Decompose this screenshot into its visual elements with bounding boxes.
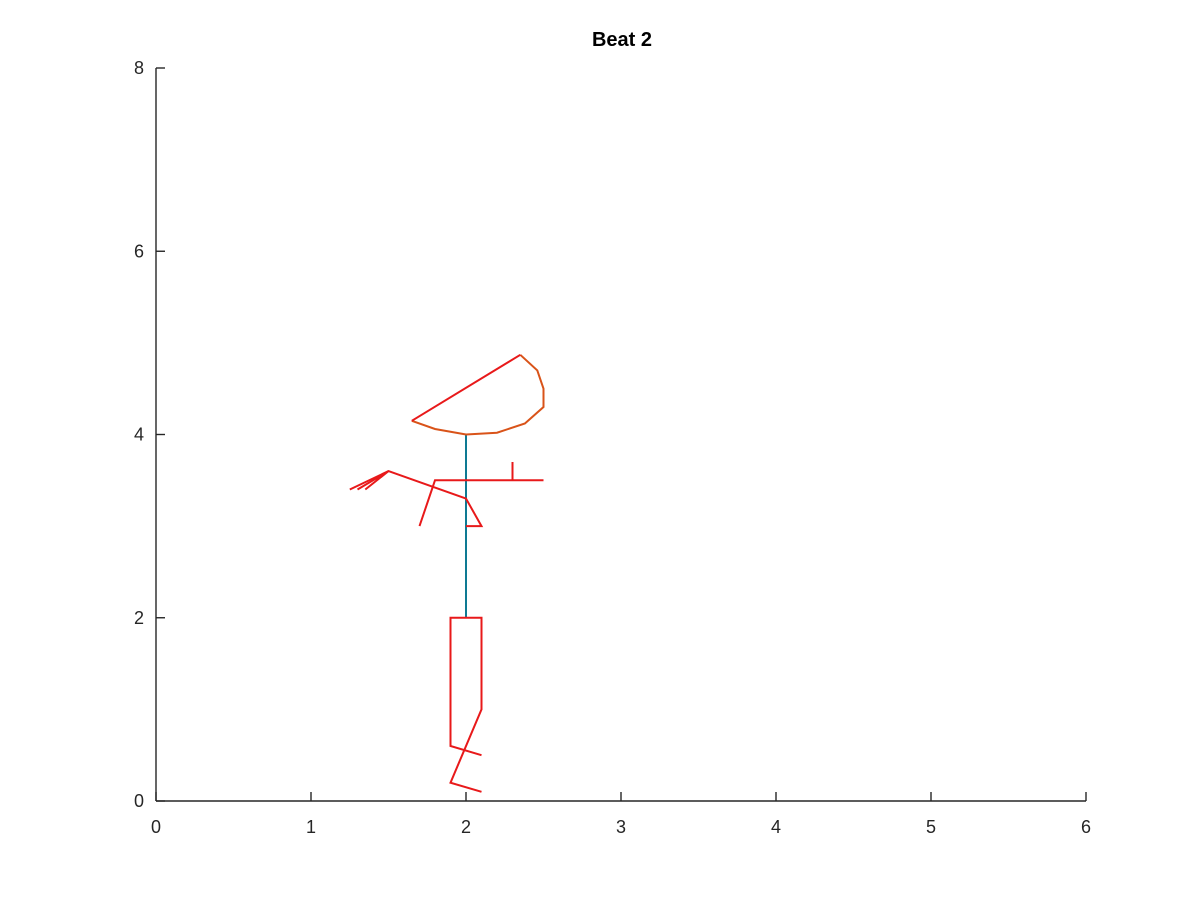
chart-title: Beat 2 bbox=[592, 29, 652, 51]
series-head-arc bbox=[411, 354, 545, 436]
series-right-hand-fingers bbox=[356, 470, 390, 491]
x-tick-label: 2 bbox=[461, 817, 471, 837]
y-ticks: 0 2 4 6 8 bbox=[134, 58, 165, 811]
series-right-arm bbox=[349, 470, 484, 528]
x-tick-label: 6 bbox=[1081, 817, 1091, 837]
x-ticks: 0 1 2 3 4 5 6 bbox=[151, 792, 1091, 837]
series-leg-a bbox=[449, 616, 482, 757]
series-left-arm bbox=[418, 479, 544, 527]
y-tick-label: 4 bbox=[134, 425, 144, 445]
y-tick-label: 2 bbox=[134, 608, 144, 628]
x-tick-label: 3 bbox=[616, 817, 626, 837]
series-leg-b bbox=[449, 616, 483, 793]
y-tick-label: 0 bbox=[134, 791, 144, 811]
x-tick-label: 5 bbox=[926, 817, 936, 837]
plot-series bbox=[349, 353, 545, 793]
series-head-chord bbox=[411, 353, 521, 422]
y-tick-label: 8 bbox=[134, 58, 144, 78]
x-tick-label: 4 bbox=[771, 817, 781, 837]
x-tick-label: 0 bbox=[151, 817, 161, 837]
y-tick-label: 6 bbox=[134, 241, 144, 261]
x-tick-label: 1 bbox=[306, 817, 316, 837]
